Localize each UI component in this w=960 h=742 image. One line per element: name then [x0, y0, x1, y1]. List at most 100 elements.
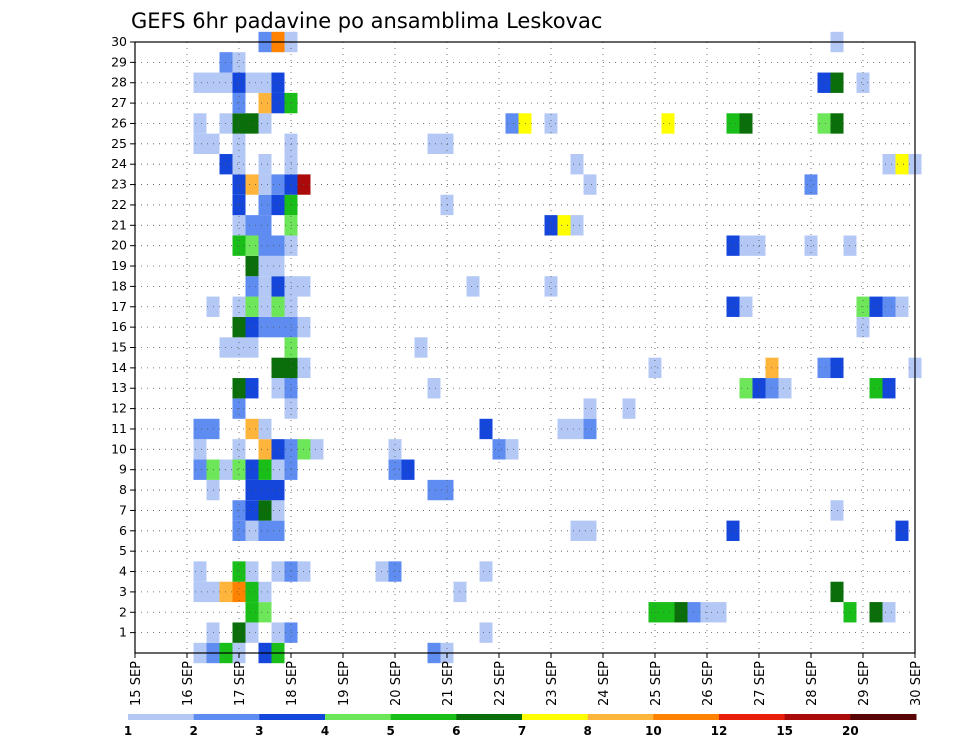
x-axis-ticks: 15 SEP 16 SEP 17 SEP 18 SEP 19 SEP 20 SEP 21 S…: [129, 653, 924, 706]
y-tick-label: 30: [111, 34, 127, 49]
heatmap-cell: [232, 581, 246, 603]
heatmap-cell: [804, 235, 818, 256]
heatmap-cell: [232, 215, 246, 236]
heatmap-cell: [388, 459, 402, 480]
heatmap-cell: [271, 500, 285, 521]
heatmap-cell: [245, 581, 259, 603]
heatmap-cell: [271, 296, 285, 317]
colorbar-label: 6: [452, 724, 460, 738]
colorbar-label: 3: [255, 724, 263, 738]
y-tick-label: 4: [119, 564, 127, 579]
heatmap-cell: [245, 276, 259, 297]
heatmap-cell: [869, 602, 883, 623]
y-tick-label: 2: [119, 604, 127, 619]
heatmap-cell: [258, 459, 272, 480]
colorbar-swatch: [653, 714, 720, 720]
y-tick-label: 28: [111, 75, 127, 90]
heatmap-cell: [232, 235, 246, 256]
heatmap-cell: [505, 439, 519, 460]
y-tick-label: 12: [111, 401, 127, 416]
x-tick-label: 20 SEP: [389, 661, 404, 706]
heatmap-cell: [232, 316, 246, 338]
heatmap-cell: [258, 72, 272, 93]
colorbar-label: 15: [776, 724, 793, 738]
heatmap-cell: [271, 235, 285, 256]
heatmap-cell: [258, 479, 272, 501]
heatmap-cell: [193, 439, 207, 460]
y-tick-label: 7: [119, 502, 127, 517]
heatmap-cell: [739, 378, 753, 399]
y-tick-label: 9: [119, 462, 127, 477]
x-tick-label: 25 SEP: [649, 661, 664, 706]
colorbar-label: 10: [645, 724, 662, 738]
heatmap-cell: [570, 520, 584, 541]
y-tick-label: 16: [111, 319, 127, 334]
heatmap-cell: [258, 235, 272, 256]
chart-grid: [135, 41, 915, 653]
x-tick-label: 16 SEP: [181, 661, 196, 706]
heatmap-cell: [427, 479, 441, 501]
y-tick-label: 25: [111, 136, 127, 151]
heatmap-cell: [193, 72, 207, 93]
colorbar-label: 8: [583, 724, 591, 738]
heatmap-cell: [245, 479, 259, 501]
heatmap-cell: [817, 357, 831, 379]
heatmap-cell: [245, 113, 259, 134]
heatmap-cell: [271, 479, 285, 501]
y-tick-label: 6: [119, 523, 127, 538]
colorbar-swatch: [128, 714, 195, 720]
y-tick-label: 26: [111, 115, 127, 130]
heatmap-cell: [258, 316, 272, 338]
heatmap-cell: [258, 520, 272, 541]
heatmap-cell: [258, 296, 272, 317]
heatmap-cell: [583, 418, 597, 440]
heatmap-cell: [570, 154, 584, 175]
y-tick-label: 24: [111, 156, 127, 171]
heatmap-cell: [726, 520, 740, 541]
y-tick-label: 19: [111, 258, 127, 273]
x-tick-label: 18 SEP: [285, 661, 300, 706]
y-tick-label: 5: [119, 543, 127, 558]
y-tick-label: 14: [111, 360, 127, 375]
heatmap-cell: [258, 418, 272, 440]
heatmap-cell: [258, 581, 272, 603]
chart-title: GEFS 6hr padavine po ansamblima Leskovac: [131, 9, 602, 33]
heatmap-cell: [466, 276, 480, 297]
heatmap-cell: [869, 296, 883, 317]
heatmap-cell: [544, 215, 558, 236]
x-tick-label: 21 SEP: [441, 661, 456, 706]
heatmap-cell: [479, 622, 493, 643]
x-tick-label: 30 SEP: [909, 661, 924, 706]
y-tick-label: 8: [119, 482, 127, 497]
heatmap-cell: [245, 72, 259, 93]
x-tick-label: 23 SEP: [545, 661, 560, 706]
y-tick-label: 22: [111, 197, 127, 212]
heatmap-cell: [232, 154, 246, 175]
heatmap-cell: [271, 72, 285, 93]
y-tick-label: 1: [119, 625, 127, 640]
heatmap-cell: [245, 602, 259, 623]
colorbar-swatch: [784, 714, 851, 720]
colorbar-label: 12: [711, 724, 728, 738]
heatmap-cell: [232, 52, 246, 73]
heatmap-cell: [570, 215, 584, 236]
colorbar-swatch: [587, 714, 654, 720]
heatmap-cell: [271, 459, 285, 480]
heatmap-cell: [245, 622, 259, 643]
heatmap-cell: [895, 520, 909, 541]
colorbar-label: 20: [842, 724, 859, 738]
heatmap-cell: [193, 581, 207, 603]
y-tick-label: 21: [111, 217, 127, 232]
colorbar-legend: 1 2 3 4 5 6 7 8 10 12 15 20: [124, 714, 917, 738]
heatmap-cell: [271, 316, 285, 338]
colorbar-label: 1: [124, 724, 132, 738]
heatmap-cell: [245, 255, 259, 277]
heatmap-cell: [817, 72, 831, 93]
heatmap-cell: [492, 439, 506, 460]
heatmap-cell: [583, 520, 597, 541]
heatmap-cell: [817, 113, 831, 134]
heatmap-cell: [739, 113, 753, 134]
colorbar-swatch: [259, 714, 326, 720]
heatmap-cell: [232, 92, 246, 114]
heatmap-cell: [258, 154, 272, 175]
